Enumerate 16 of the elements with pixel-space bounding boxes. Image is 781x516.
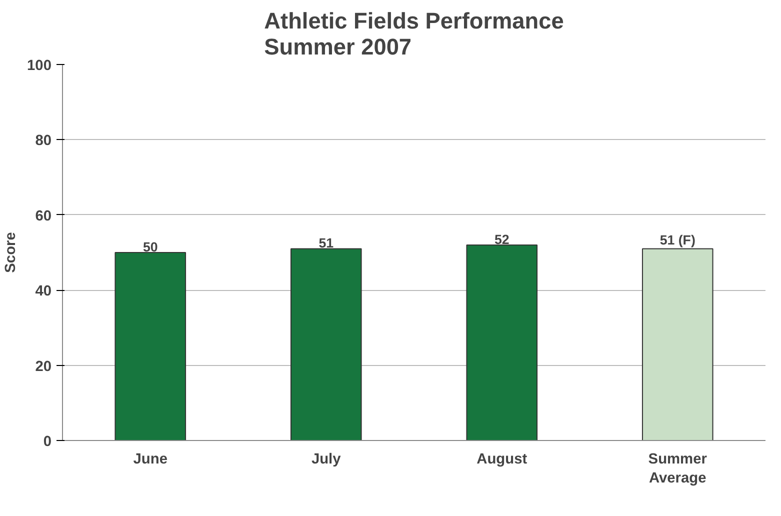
- x-tick-label: Summer Average: [648, 452, 708, 487]
- x-tick-label: June: [133, 452, 168, 468]
- data-label: 51 (F): [660, 232, 696, 248]
- y-axis-title: Score: [3, 232, 20, 273]
- y-tick-label: 100: [27, 58, 52, 74]
- x-tick-label: August: [476, 452, 528, 468]
- data-label: 50: [142, 240, 158, 254]
- x-tick-label: July: [311, 452, 342, 468]
- data-label: 51: [318, 236, 334, 251]
- y-tick-label: 40: [35, 284, 52, 300]
- y-tick-label: 60: [35, 208, 52, 224]
- y-tick-label: 80: [35, 133, 52, 150]
- y-tick-label: 0: [43, 434, 52, 450]
- data-label: 52: [494, 232, 510, 247]
- y-tick-label: 20: [35, 358, 52, 375]
- chart-title: Athletic Fields Performance Summer 2007: [264, 8, 564, 60]
